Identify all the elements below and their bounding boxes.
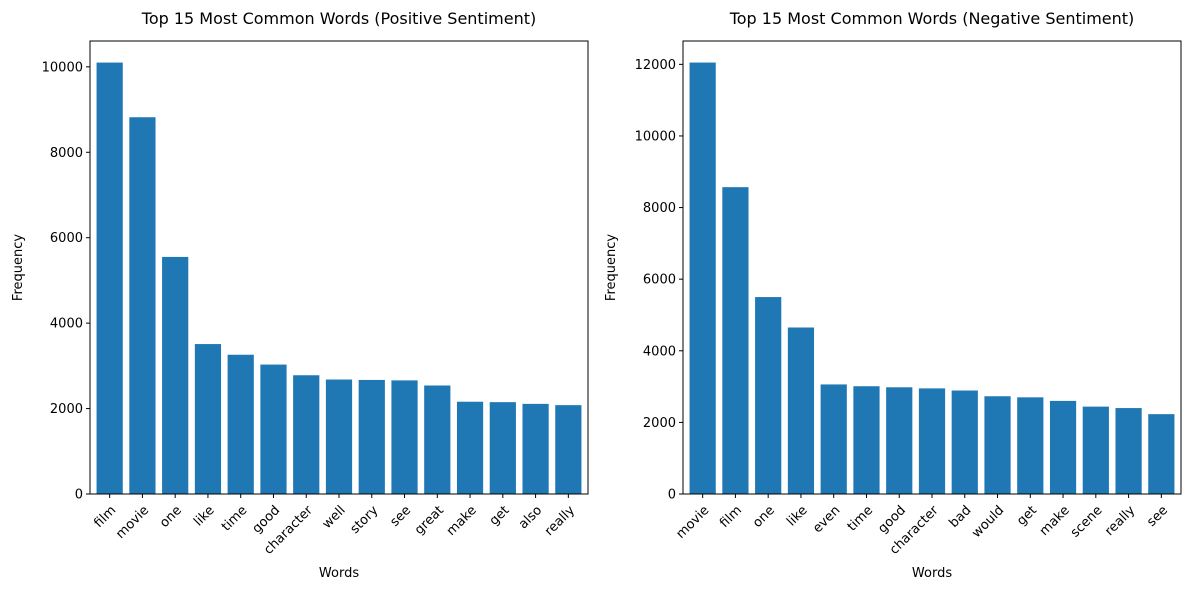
bar-also <box>522 403 549 494</box>
plot-frame <box>682 40 1182 495</box>
x-tick-label: see <box>387 503 414 530</box>
x-tick-label: movie <box>113 503 152 542</box>
y-tick-label: 2000 <box>50 402 83 417</box>
bar-great <box>424 385 451 494</box>
bar-movie <box>689 62 716 494</box>
x-tick-label: movie <box>673 503 712 542</box>
y-tick-label: 8000 <box>50 146 83 161</box>
x-tick-label: bad <box>947 503 975 531</box>
y-tick-label: 4000 <box>643 344 676 359</box>
y-tick-label: 8000 <box>643 201 676 216</box>
bar-really <box>555 405 582 494</box>
chart-title: Top 15 Most Common Words (Negative Senti… <box>729 9 1135 28</box>
bars <box>689 62 1175 494</box>
bar-film <box>722 187 749 494</box>
bar-see <box>1148 414 1175 494</box>
x-tick-label: one <box>750 503 778 531</box>
y-tick-label: 6000 <box>643 273 676 288</box>
x-tick-label: great <box>412 503 447 538</box>
y-tick-label: 0 <box>668 488 676 503</box>
x-tick-label: really <box>1102 503 1138 539</box>
x-tick-label: make <box>444 503 480 539</box>
bar-one <box>162 256 189 494</box>
bar-get <box>1017 397 1044 494</box>
y-tick-label: 2000 <box>643 416 676 431</box>
bar-time <box>227 354 254 494</box>
x-tick-label: like <box>191 503 217 529</box>
x-tick-label: story <box>348 503 382 537</box>
x-tick-label: scene <box>1068 503 1106 541</box>
bar-really <box>1115 408 1142 494</box>
x-tick-label: would <box>969 503 1007 541</box>
y-tick-label: 10000 <box>42 60 83 75</box>
x-tick-label: film <box>91 503 119 531</box>
x-tick-label: like <box>784 503 810 529</box>
bars <box>96 62 582 494</box>
x-tick-label: well <box>320 503 349 532</box>
y-ticks: 0 2000 4000 6000 8000 10000 12000 <box>635 58 683 503</box>
bar-good <box>886 387 913 494</box>
x-tick-label: get <box>487 503 513 529</box>
positive-sentiment-chart: Top 15 Most Common Words (Positive Senti… <box>11 9 589 581</box>
bar-time <box>853 386 880 494</box>
bar-character <box>293 375 320 494</box>
chart-title: Top 15 Most Common Words (Positive Senti… <box>141 9 536 28</box>
bar-make <box>1049 400 1077 494</box>
bar-bad <box>951 390 978 494</box>
y-axis-label: Frequency <box>604 234 619 301</box>
bar-one <box>755 297 782 494</box>
bar-movie <box>129 117 156 494</box>
y-axis-label: Frequency <box>11 234 26 301</box>
x-tick-label: really <box>542 503 578 539</box>
x-tick-label: time <box>219 503 250 534</box>
y-ticks: 0 2000 4000 6000 8000 10000 <box>42 60 90 503</box>
y-tick-label: 12000 <box>635 58 676 73</box>
y-tick-label: 6000 <box>50 231 83 246</box>
bar-make <box>456 401 484 494</box>
bar-even <box>820 384 847 494</box>
bar-well <box>325 379 353 494</box>
y-tick-label: 10000 <box>635 129 676 144</box>
y-tick-label: 4000 <box>50 317 83 332</box>
x-tick-label: also <box>516 503 545 532</box>
x-tick-label: get <box>1014 503 1040 529</box>
negative-sentiment-chart: Top 15 Most Common Words (Negative Senti… <box>604 9 1182 581</box>
bar-like <box>787 327 815 494</box>
y-tick-label: 0 <box>75 488 83 503</box>
bar-story <box>358 379 385 494</box>
x-axis-label: Words <box>319 566 359 581</box>
x-axis-label: Words <box>912 566 952 581</box>
plot-frame <box>89 40 589 495</box>
x-tick-label: see <box>1144 503 1171 530</box>
bar-scene <box>1082 406 1109 494</box>
bar-would <box>984 396 1011 494</box>
bar-see <box>391 380 418 494</box>
x-tick-label: film <box>717 503 745 531</box>
x-tick-label: one <box>157 503 185 531</box>
bar-character <box>918 388 946 494</box>
x-tick-label: make <box>1037 503 1073 539</box>
x-tick-label: time <box>845 503 876 534</box>
bar-film <box>96 62 123 494</box>
bar-good <box>260 364 287 494</box>
bar-get <box>489 402 516 494</box>
x-tick-label: even <box>810 503 843 536</box>
bar-like <box>194 344 222 494</box>
